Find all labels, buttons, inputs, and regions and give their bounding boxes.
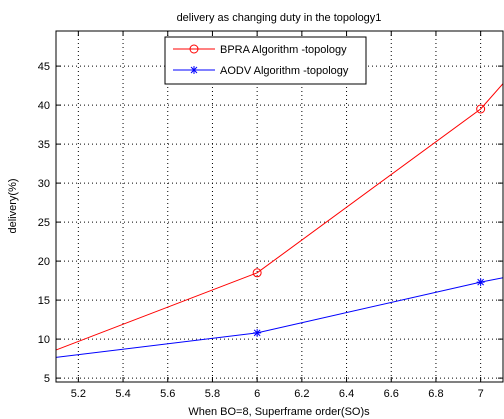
legend-label-2: AODV Algorithm -topology: [220, 65, 349, 77]
y-tick-label: 15: [38, 295, 50, 307]
chart-title: delivery as changing duty in the topolog…: [177, 12, 382, 24]
y-tick-label: 20: [38, 256, 50, 268]
x-tick-label: 6.8: [428, 388, 443, 400]
series-line-1: [56, 82, 503, 351]
x-axis-label: When BO=8, Superframe order(SO)s: [188, 406, 370, 418]
x-tick-label: 7: [478, 388, 484, 400]
plot-frame: [55, 30, 504, 383]
x-tick-label: 5.8: [205, 388, 220, 400]
y-tick-label: 5: [44, 373, 50, 385]
x-tick-label: 5.2: [71, 388, 86, 400]
y-axis-label: delivery(%): [7, 178, 19, 233]
plot-area: [56, 31, 503, 382]
legend-marker-2: [190, 66, 198, 74]
x-tick-label: 6.4: [339, 388, 354, 400]
y-tick-label: 35: [38, 139, 50, 151]
axis-ticks: 5.2 5.4 5.6 5.8 6 6.2 6.4 6.6 6.8 7 5 10 15 20 25 30 35 4…: [38, 31, 503, 400]
series-line-2: [56, 277, 503, 358]
legend-label-1: BPRA Algorithm -topology: [220, 44, 347, 56]
x-tick-label: 5.4: [115, 388, 130, 400]
grid: [56, 31, 503, 382]
data-point-series-1: [252, 268, 262, 278]
x-tick-label: 6: [254, 388, 260, 400]
series-layer: [56, 82, 503, 358]
legend: BPRA Algorithm -topology AODV Algorithm -…: [164, 36, 367, 85]
x-tick-label: 6.2: [294, 388, 309, 400]
y-tick-label: 45: [38, 61, 50, 73]
y-tick-label: 30: [38, 178, 50, 190]
data-point-series-1: [476, 104, 486, 114]
legend-marker-1: [189, 44, 199, 54]
y-tick-label: 25: [38, 217, 50, 229]
x-tick-label: 6.6: [384, 388, 399, 400]
y-tick-label: 40: [38, 100, 50, 112]
legend-box: [164, 36, 367, 85]
y-tick-label: 10: [38, 334, 50, 346]
x-tick-label: 5.6: [160, 388, 175, 400]
data-point-series-2: [253, 328, 262, 337]
data-point-series-2: [476, 278, 485, 287]
